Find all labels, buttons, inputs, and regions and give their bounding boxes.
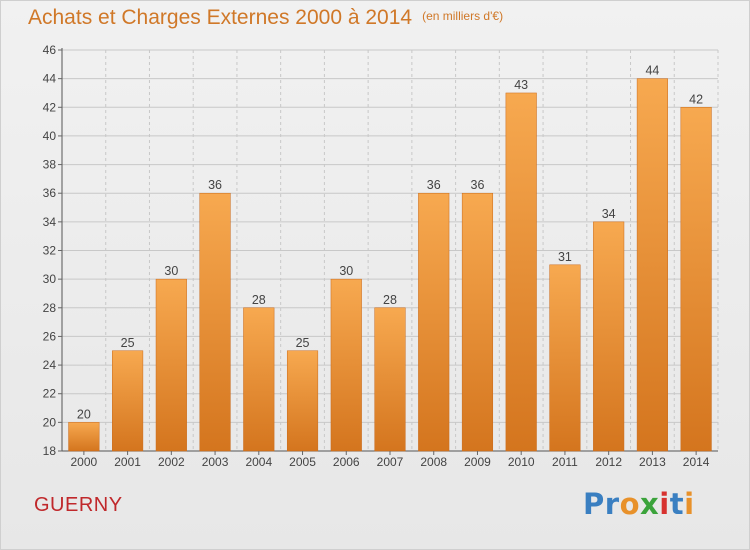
bar-2007 (374, 307, 406, 452)
data-label-2011: 31 (558, 250, 572, 264)
x-tick-label-2006: 2006 (333, 455, 360, 469)
y-tick-label: 42 (43, 100, 57, 114)
bar-2006 (330, 278, 362, 452)
bar-2009 (461, 192, 494, 452)
bar-2001 (112, 350, 144, 452)
data-label-2003: 36 (208, 178, 222, 192)
bar-2014 (680, 107, 712, 452)
x-tick-label-2009: 2009 (464, 455, 491, 469)
x-tick-label-2002: 2002 (158, 455, 185, 469)
chart-unit: (en milliers d'€) (422, 9, 504, 23)
data-label-2013: 44 (645, 64, 659, 78)
y-tick-label: 36 (43, 186, 57, 200)
bar-2008 (418, 192, 450, 452)
bar-2004 (243, 307, 275, 452)
chart-title-text: Achats et Charges Externes 2000 à 2014 (28, 6, 413, 29)
x-tick-label-2013: 2013 (639, 455, 666, 469)
y-tick-label: 24 (43, 358, 57, 372)
x-tick-label-2011: 2011 (552, 455, 578, 469)
y-tick-label: 18 (43, 444, 57, 458)
x-tick-label-2014: 2014 (683, 455, 710, 469)
y-tick-label: 34 (43, 215, 57, 229)
bar-2003 (199, 192, 231, 452)
x-tick-label-2001: 2001 (114, 455, 141, 469)
data-label-2005: 25 (296, 336, 310, 350)
y-tick-label: 28 (43, 301, 57, 315)
data-label-2007: 28 (383, 293, 397, 307)
y-tick-label: 44 (43, 72, 57, 86)
data-labels: 20 25 30 36 28 25 30 28 36 36 43 31 34 44 42 (77, 64, 703, 422)
bar-2011 (549, 264, 581, 452)
x-tick-label-2005: 2005 (289, 455, 316, 469)
data-label-2014: 42 (689, 92, 703, 106)
data-label-2009: 36 (471, 178, 485, 192)
x-tick-label-2004: 2004 (245, 455, 272, 469)
x-tick-label-2007: 2007 (377, 455, 404, 469)
x-tick-label-2000: 2000 (71, 455, 98, 469)
x-tick-label-2010: 2010 (508, 455, 535, 469)
proxiti-logo: Proxiti (583, 487, 695, 521)
data-label-2001: 25 (121, 336, 135, 350)
bar-2005 (286, 350, 319, 452)
chart-title: Achats et Charges Externes 2000 à 2014 (e… (28, 6, 503, 30)
x-tick-label-2008: 2008 (420, 455, 447, 469)
bar-2002 (155, 278, 187, 452)
data-label-2006: 30 (339, 264, 353, 278)
x-tick-label-2003: 2003 (202, 455, 229, 469)
y-tick-label: 40 (43, 129, 57, 143)
y-tick-label: 32 (43, 244, 57, 258)
y-tick-label: 20 (43, 415, 57, 429)
data-label-2002: 30 (164, 264, 178, 278)
bars (68, 78, 712, 452)
y-tick-label: 22 (43, 387, 57, 401)
data-label-2010: 43 (514, 78, 528, 92)
data-label-2008: 36 (427, 178, 441, 192)
bar-2012 (593, 221, 625, 452)
y-tick-label: 26 (43, 329, 57, 343)
data-label-2004: 28 (252, 293, 266, 307)
commune-name: GUERNY (34, 494, 123, 516)
data-label-2000: 20 (77, 407, 91, 421)
y-tick-label: 38 (43, 158, 57, 172)
y-axis-ticks: 18 20 22 24 26 28 30 32 34 36 38 40 42 44 46 (43, 43, 62, 458)
bar-2010 (505, 92, 537, 452)
bar-2013 (636, 78, 668, 452)
x-tick-label-2012: 2012 (595, 455, 622, 469)
y-tick-label: 30 (43, 272, 57, 286)
data-label-2012: 34 (602, 207, 616, 221)
bar-2000 (68, 422, 100, 452)
x-axis-ticks: 2000 2001 2002 2003 2004 2005 2006 2007 2008 2009… (71, 451, 710, 469)
y-tick-label: 46 (43, 43, 57, 57)
